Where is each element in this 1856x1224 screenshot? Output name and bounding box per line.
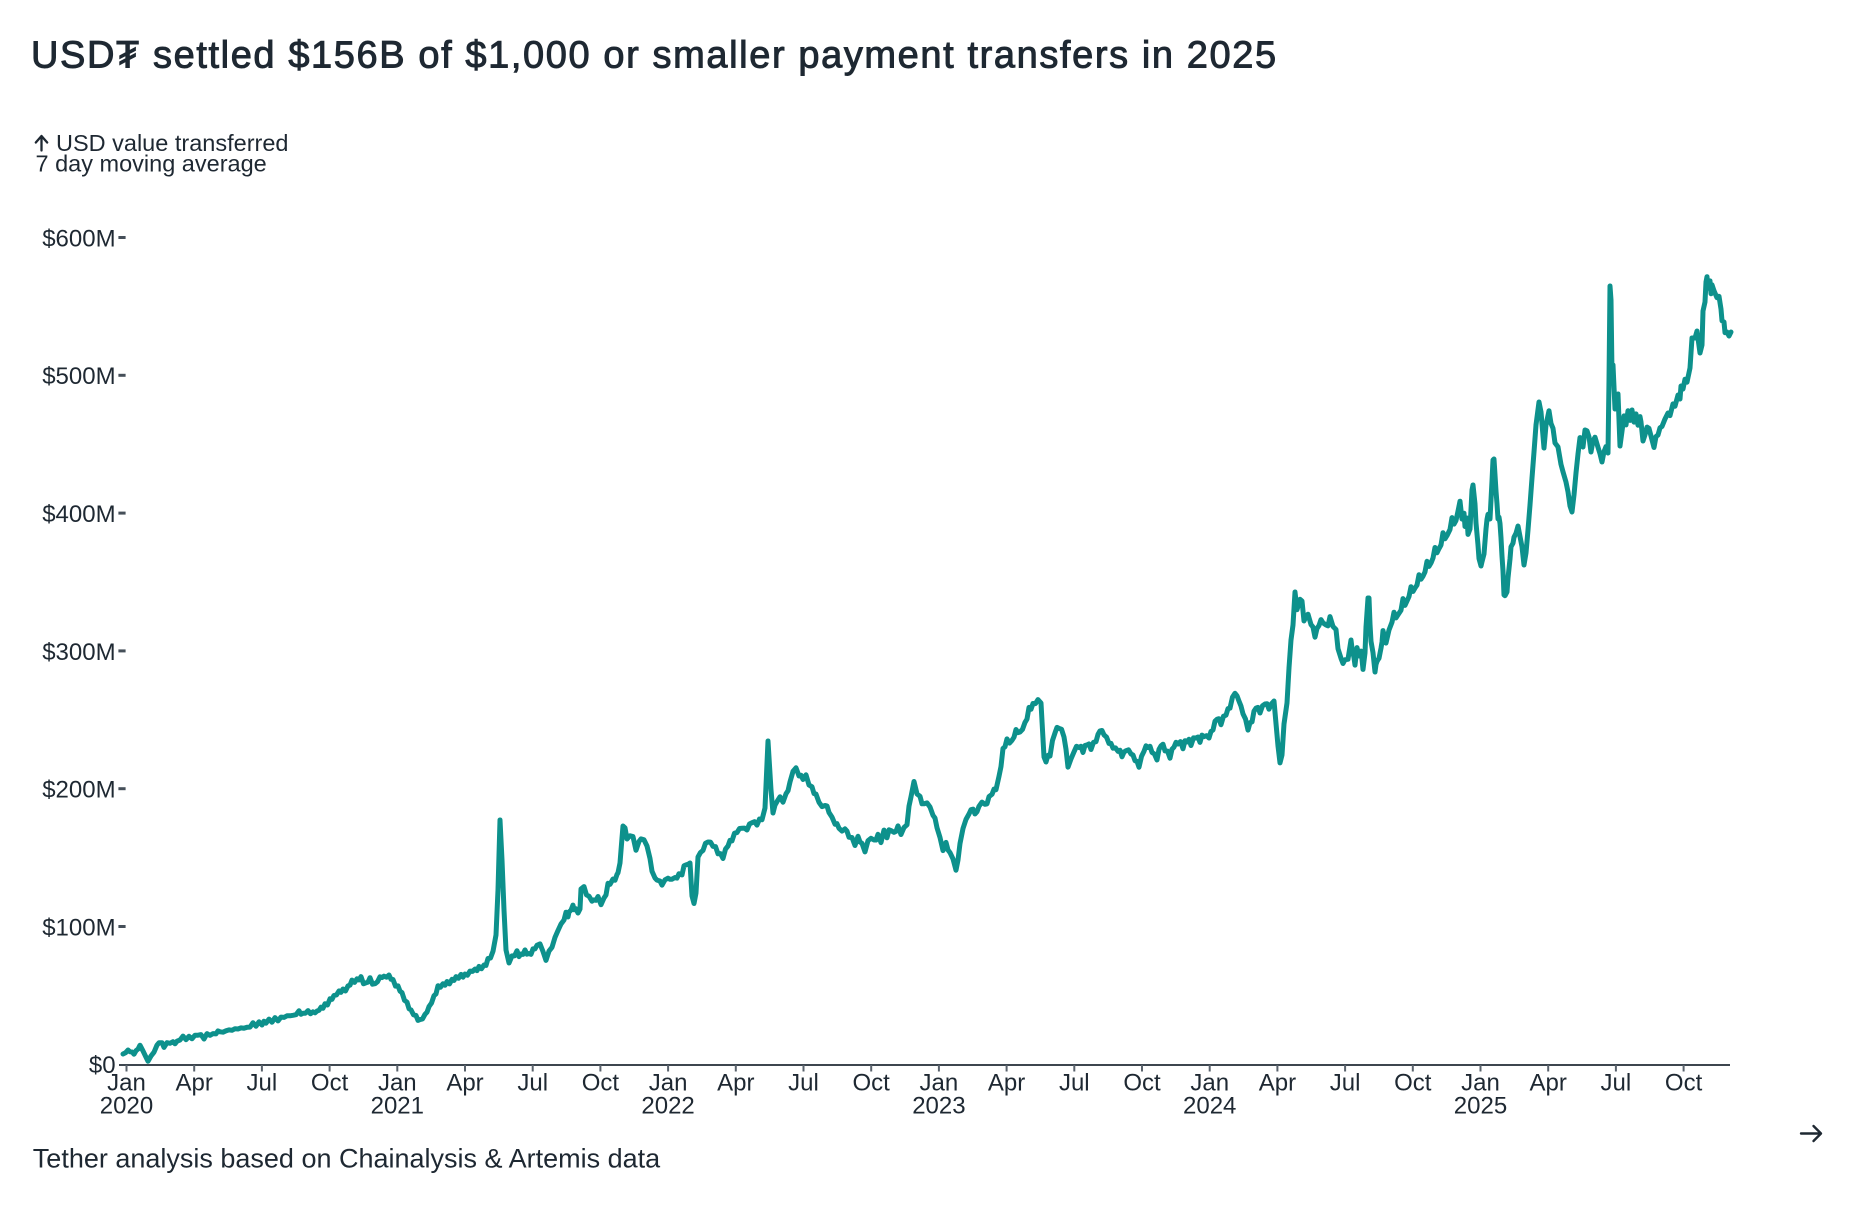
- svg-text:2024: 2024: [1183, 1093, 1236, 1120]
- svg-text:Jul: Jul: [1059, 1070, 1090, 1097]
- svg-text:Jul: Jul: [1330, 1070, 1361, 1097]
- svg-text:Apr: Apr: [176, 1070, 213, 1097]
- svg-text:$600M: $600M: [42, 225, 115, 252]
- svg-text:2025: 2025: [1454, 1093, 1507, 1120]
- svg-text:$300M: $300M: [42, 639, 115, 666]
- svg-text:Jan: Jan: [920, 1070, 959, 1097]
- svg-text:USD value transferred: USD value transferred: [56, 130, 289, 156]
- svg-text:$400M: $400M: [42, 501, 115, 528]
- svg-text:2021: 2021: [371, 1093, 424, 1120]
- svg-text:Apr: Apr: [988, 1070, 1025, 1097]
- svg-text:2022: 2022: [641, 1093, 694, 1120]
- svg-text:Jan: Jan: [378, 1070, 417, 1097]
- svg-text:Oct: Oct: [853, 1070, 891, 1097]
- svg-text:$0: $0: [89, 1052, 116, 1079]
- svg-text:Jul: Jul: [1601, 1070, 1632, 1097]
- svg-text:Oct: Oct: [1665, 1070, 1703, 1097]
- svg-text:Oct: Oct: [582, 1070, 620, 1097]
- svg-text:Tether analysis based on Chain: Tether analysis based on Chainalysis & A…: [33, 1144, 661, 1174]
- svg-text:Apr: Apr: [1530, 1070, 1567, 1097]
- svg-text:Jan: Jan: [1190, 1070, 1229, 1097]
- svg-text:Jul: Jul: [788, 1070, 819, 1097]
- svg-text:USD₮ settled $156B of $1,000 o: USD₮ settled $156B of $1,000 or smaller …: [31, 35, 1278, 77]
- svg-text:Oct: Oct: [1394, 1070, 1432, 1097]
- svg-text:Jan: Jan: [107, 1070, 146, 1097]
- svg-text:Apr: Apr: [717, 1070, 754, 1097]
- svg-text:Apr: Apr: [446, 1070, 483, 1097]
- svg-text:Jan: Jan: [1461, 1070, 1500, 1097]
- svg-text:Oct: Oct: [311, 1070, 349, 1097]
- svg-text:Jul: Jul: [517, 1070, 548, 1097]
- svg-text:$200M: $200M: [42, 777, 115, 804]
- svg-text:2020: 2020: [100, 1093, 153, 1120]
- svg-text:Jul: Jul: [247, 1070, 278, 1097]
- svg-text:Jan: Jan: [649, 1070, 688, 1097]
- svg-text:7 day moving average: 7 day moving average: [36, 151, 267, 177]
- svg-text:Apr: Apr: [1259, 1070, 1296, 1097]
- svg-text:Oct: Oct: [1123, 1070, 1161, 1097]
- svg-text:$500M: $500M: [42, 363, 115, 390]
- svg-text:$100M: $100M: [42, 914, 115, 941]
- svg-text:2023: 2023: [912, 1093, 965, 1120]
